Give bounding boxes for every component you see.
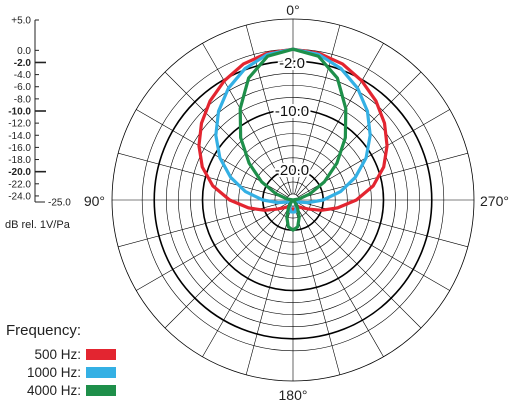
unit-label: dB rel. 1V/Pa bbox=[5, 219, 71, 231]
grid-spoke bbox=[202, 205, 291, 357]
grid-spoke bbox=[118, 152, 288, 199]
legend: Frequency: 500 Hz: 1000 Hz: 4000 Hz: bbox=[6, 322, 116, 399]
ring-label-minus-10: -10.0 bbox=[275, 103, 309, 120]
scale-label: -6.0 bbox=[14, 82, 32, 93]
grid-spoke bbox=[294, 25, 341, 195]
series-line-4000hz bbox=[238, 47, 348, 232]
angle-label-0: 0° bbox=[286, 2, 299, 18]
angle-label-90: 90° bbox=[84, 193, 105, 209]
grid-spoke bbox=[298, 152, 468, 199]
grid-spoke bbox=[297, 204, 422, 329]
legend-item-500hz: 500 Hz: bbox=[6, 345, 116, 363]
scale-label: -24.0 bbox=[8, 191, 31, 202]
legend-label-4000hz: 4000 Hz: bbox=[26, 382, 81, 398]
scale-label: +5.0 bbox=[11, 16, 31, 27]
grid-spoke bbox=[202, 43, 291, 195]
series-line-1000hz bbox=[214, 47, 372, 214]
angle-label-270: 270° bbox=[480, 193, 509, 209]
series-line-500hz bbox=[197, 47, 389, 212]
ring-label-minus-20: -20.0 bbox=[275, 162, 309, 179]
legend-label-500hz: 500 Hz: bbox=[34, 346, 81, 362]
legend-swatch-500hz bbox=[86, 348, 116, 360]
scale-label: -18.0 bbox=[8, 155, 31, 166]
grid-spoke bbox=[295, 205, 384, 357]
scale-label: -8.0 bbox=[14, 94, 32, 105]
grid-spoke bbox=[298, 202, 450, 291]
grid-spoke bbox=[136, 202, 288, 291]
scale-label: -4.0 bbox=[14, 70, 32, 81]
scale-label: -20.0 bbox=[8, 167, 31, 178]
scale-label: -2.0 bbox=[14, 58, 32, 69]
grid-spoke bbox=[164, 204, 289, 329]
legend-item-1000hz: 1000 Hz: bbox=[6, 363, 116, 381]
grid-spoke bbox=[297, 71, 422, 196]
scale-label: -16.0 bbox=[8, 143, 31, 154]
scale-label: 0.0 bbox=[17, 46, 31, 57]
grid-spoke bbox=[295, 43, 384, 195]
scale-label: -22.0 bbox=[8, 179, 31, 190]
legend-item-4000hz: 4000 Hz: bbox=[6, 381, 116, 399]
ring-label-minus-2: -2.0 bbox=[279, 55, 305, 72]
grid-spoke bbox=[245, 205, 292, 375]
scale-label: -14.0 bbox=[8, 131, 31, 142]
legend-swatch-1000hz bbox=[86, 366, 116, 378]
legend-title: Frequency: bbox=[6, 322, 82, 339]
scale-label: -12.0 bbox=[8, 119, 31, 130]
legend-swatch-4000hz bbox=[86, 384, 116, 396]
grid-spoke bbox=[164, 71, 289, 196]
db-scale-labels: +5.00.0-2.0-4.0-6.0-8.0-10.0-12.0-14.0-1… bbox=[8, 16, 71, 209]
angle-label-180: 180° bbox=[279, 387, 308, 403]
legend-label-1000hz: 1000 Hz: bbox=[26, 364, 81, 380]
scale-label: -25.0 bbox=[48, 198, 71, 209]
grid-spoke bbox=[294, 205, 341, 375]
db-scale-axis bbox=[34, 19, 46, 203]
grid-spoke bbox=[245, 25, 292, 195]
series-layer bbox=[197, 47, 389, 232]
scale-label: -10.0 bbox=[8, 107, 31, 118]
